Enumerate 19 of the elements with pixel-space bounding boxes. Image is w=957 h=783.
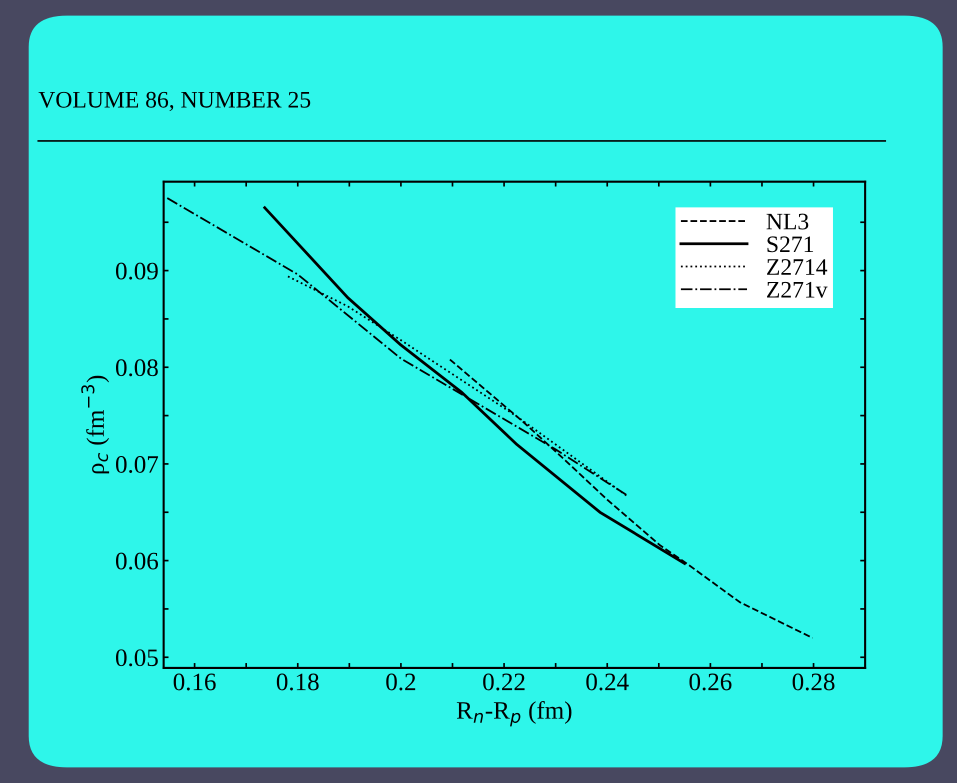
x-tick-label: 0.18 — [276, 673, 319, 690]
x-tick-label: 0.22 — [483, 673, 525, 690]
legend-label: S271 — [767, 236, 814, 252]
x-tick-label: 0.24 — [586, 673, 629, 690]
legend-label: Z2714 — [767, 259, 828, 275]
legend-label: Z271v — [767, 282, 828, 298]
y-tick-label: 0.07 — [116, 456, 158, 473]
x-tick-label: 0.26 — [689, 673, 732, 690]
y-tick-label: 0.09 — [116, 262, 158, 280]
y-tick-label: 0.06 — [116, 552, 158, 570]
legend-label: NL3 — [766, 214, 808, 230]
x-tick-label: 0.28 — [792, 673, 834, 690]
x-axis-title: R$_{n}$-R$_{p}$ (fm) — [456, 700, 572, 726]
y-tick-label: 0.08 — [116, 359, 158, 376]
y-tick-label: 0.05 — [116, 649, 158, 666]
x-tick-label: 0.16 — [174, 673, 216, 690]
y-axis-title: ρ$_{c}$ (fm$^{−3}$) — [81, 376, 110, 474]
text: VOLUME 86, NUMBER 25 — [38, 92, 310, 112]
x-tick-label: 0.2 — [386, 673, 416, 690]
